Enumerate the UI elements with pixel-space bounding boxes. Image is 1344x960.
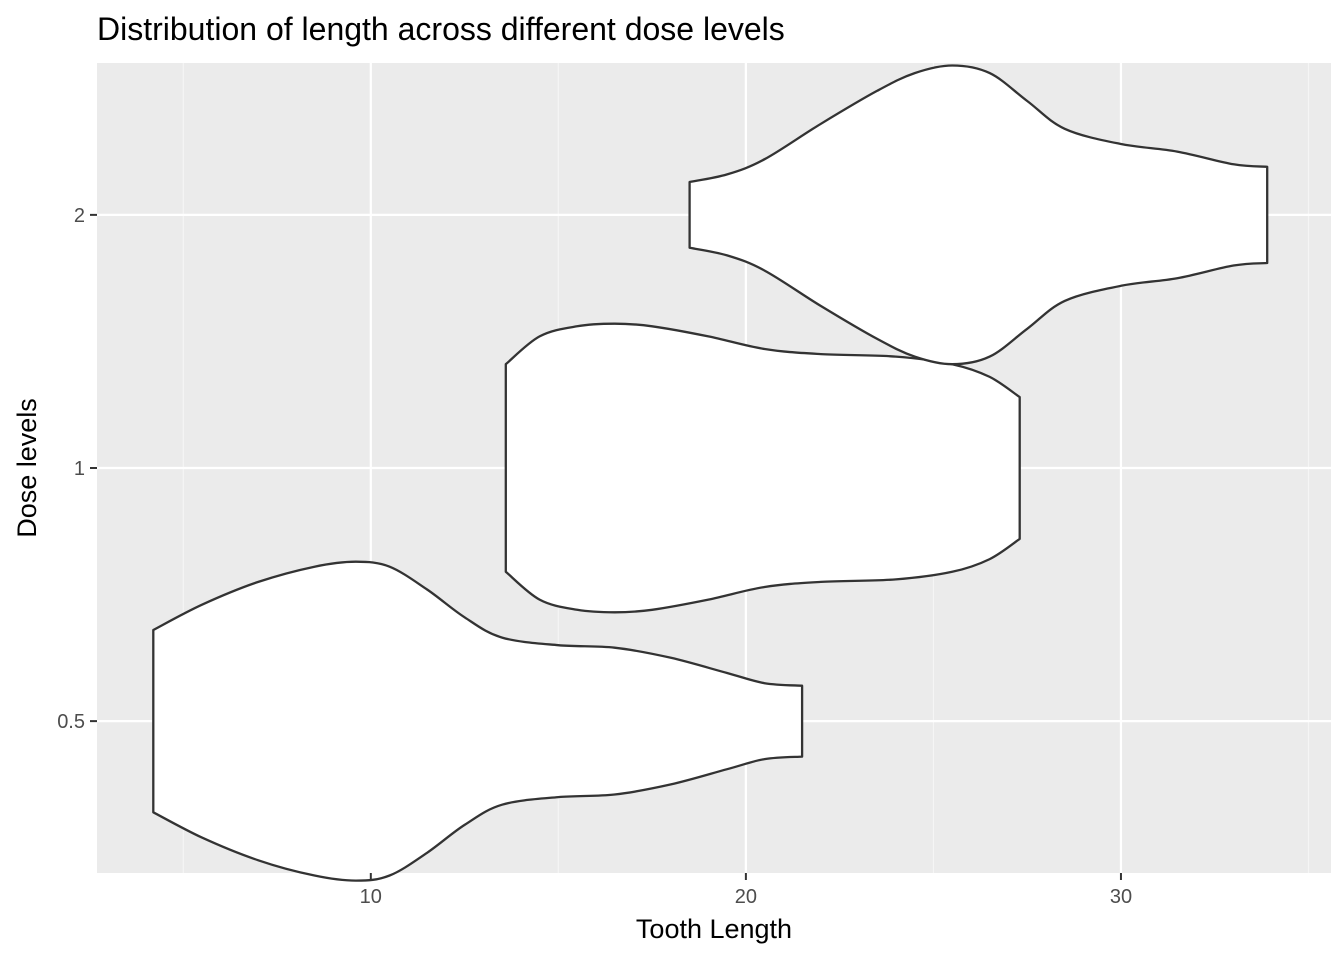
violin-dose-1	[504, 322, 1021, 614]
y-axis-title: Dose levels	[12, 398, 42, 538]
chart-title: Distribution of length across different …	[97, 11, 785, 47]
y-axis: 0.5 1 2	[57, 205, 97, 733]
x-tick-label: 20	[735, 886, 757, 908]
y-tick-label: 2	[74, 205, 85, 227]
violins	[152, 64, 1269, 882]
y-tick-label: 1	[74, 458, 85, 480]
x-tick-label: 30	[1110, 886, 1132, 908]
x-axis-title: Tooth Length	[636, 914, 792, 944]
violin-dose-0.5	[152, 560, 804, 882]
x-tick-label: 10	[360, 886, 382, 908]
plot-panel	[97, 63, 1331, 882]
violin-dose-2	[688, 64, 1269, 366]
x-axis: 10 20 30	[360, 873, 1132, 908]
y-tick-label: 0.5	[57, 711, 85, 733]
